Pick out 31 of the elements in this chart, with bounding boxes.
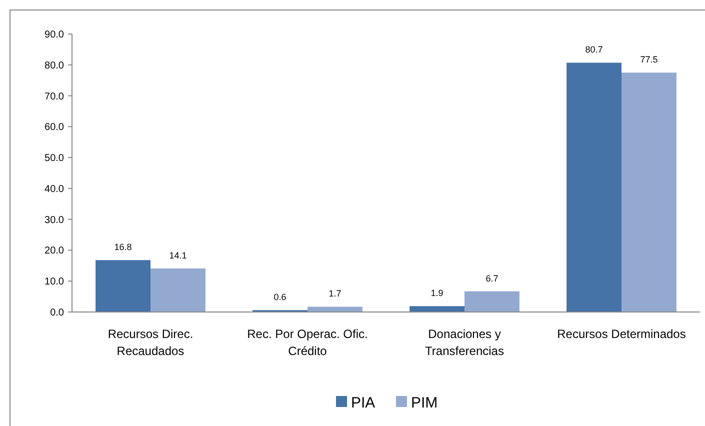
bar [464, 291, 520, 312]
x-tick-label: Recursos Direc. Recaudados [108, 327, 194, 358]
y-tick-label: 90.0 [44, 30, 64, 40]
data-label: 16.8 [114, 242, 132, 252]
bar [96, 260, 150, 312]
bar [150, 268, 206, 312]
x-tick-label: Rec. Por Operac. Ofic. Crédito [247, 327, 368, 358]
bar [308, 306, 362, 312]
data-label: 14.1 [169, 250, 187, 260]
bar [566, 62, 622, 312]
y-tick-label: 60.0 [44, 122, 64, 134]
y-tick-label: 30.0 [44, 214, 64, 226]
y-tick-label: 50.0 [44, 153, 64, 164]
data-label: 0.6 [274, 292, 286, 302]
bar [622, 72, 676, 312]
x-tick-label: Donaciones y Transferencias [425, 327, 504, 358]
y-tick-label: 70.0 [44, 91, 64, 102]
y-tick-label: 10.0 [44, 276, 64, 288]
data-label: 77.5 [640, 54, 658, 65]
x-tick-label: Recursos Determinados [557, 327, 686, 341]
y-tick-label: 80.0 [44, 60, 64, 72]
y-tick-label: 0.0 [50, 308, 64, 318]
data-label: 80.7 [585, 44, 603, 55]
data-label: 1.7 [328, 288, 342, 299]
data-label: 1.9 [430, 288, 444, 298]
legend-label: PIM [411, 394, 438, 412]
y-tick-label: 40.0 [44, 184, 64, 195]
data-label: 6.7 [486, 273, 498, 284]
bar [410, 306, 464, 312]
y-tick-label: 20.0 [44, 246, 64, 257]
legend-label: PIA [351, 394, 376, 412]
